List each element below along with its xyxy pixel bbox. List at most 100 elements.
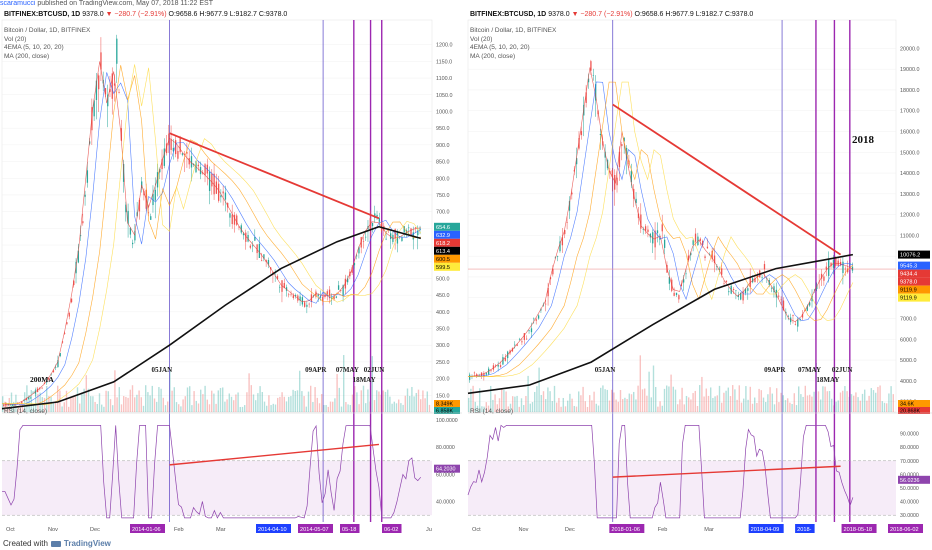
- volume-bar: [551, 401, 553, 412]
- candle-body: [792, 315, 794, 316]
- candle-body: [177, 150, 179, 159]
- candle-body: [251, 245, 254, 247]
- volume-bar: [582, 386, 584, 412]
- volume-bar: [426, 391, 428, 412]
- candle-body: [52, 370, 55, 373]
- rsi-trendline: [612, 465, 841, 478]
- volume-badge: [434, 407, 460, 414]
- rsi-tick-label: 50.0000: [900, 486, 919, 492]
- candle-body: [623, 137, 625, 142]
- candle-body: [342, 285, 344, 296]
- volume-bar: [567, 400, 569, 412]
- volume-bar: [622, 399, 624, 412]
- rsi-tick-label: 70.0000: [900, 459, 919, 465]
- volume-bar: [628, 393, 630, 412]
- legend-item[interactable]: Vol (20): [470, 35, 493, 43]
- volume-bar: [721, 402, 723, 412]
- price-tick-label: 13000.0: [900, 192, 920, 198]
- price-badge: [898, 277, 930, 286]
- time-badge: [298, 524, 333, 533]
- legend-item[interactable]: MA (200, close): [4, 52, 50, 60]
- volume-bar: [189, 386, 191, 412]
- volume-bar: [171, 390, 173, 412]
- volume-bar: [674, 389, 677, 412]
- candle-body: [754, 278, 756, 283]
- time-axis-label: Nov: [48, 527, 58, 533]
- candle-body: [261, 260, 263, 261]
- candle-body: [830, 262, 832, 267]
- volume-bar: [780, 392, 782, 412]
- candle-body: [806, 306, 808, 311]
- candle-body: [673, 292, 675, 296]
- volume-bar: [358, 404, 360, 412]
- volume-bar: [701, 376, 703, 412]
- candle-body: [687, 255, 690, 261]
- volume-bar: [116, 397, 118, 412]
- candle-body: [585, 92, 587, 103]
- volume-bar: [131, 385, 134, 412]
- volume-bar: [531, 402, 534, 412]
- volume-bar: [595, 403, 597, 412]
- price-badge-label: 9378.0: [900, 280, 917, 286]
- candle-body: [763, 264, 766, 270]
- chart-svg-left[interactable]: 1200.0 1150.0 1100.0 1050.0 1000.0 950.0 900.0…: [0, 10, 462, 540]
- legend-item[interactable]: Vol (20): [4, 35, 27, 43]
- volume-bar: [233, 400, 235, 412]
- candle-body: [222, 191, 224, 194]
- open-value: O:9658.6: [634, 11, 664, 18]
- candle-body: [537, 315, 540, 319]
- volume-bar: [156, 401, 158, 412]
- legend-item[interactable]: MA (200, close): [470, 52, 516, 60]
- volume-bar: [518, 406, 520, 412]
- volume-bar: [589, 395, 591, 412]
- volume-bar: [545, 399, 547, 412]
- volume-bar: [290, 396, 292, 412]
- volume-bar: [175, 402, 178, 412]
- volume-bar: [540, 394, 542, 412]
- candle-body: [523, 333, 525, 340]
- price-tick-label: 5000.0: [900, 358, 917, 364]
- candle-body: [587, 78, 590, 83]
- candle-body: [163, 148, 165, 166]
- volume-bar: [699, 385, 701, 412]
- legend-item[interactable]: Bitcoin / Dollar, 1D, BITFINEX: [4, 27, 91, 34]
- time-axis-label: Mar: [704, 527, 714, 533]
- legend-item[interactable]: 4EMA (5, 10, 20, 20): [4, 44, 64, 52]
- author-link[interactable]: scaramucci: [0, 0, 36, 7]
- legend-item[interactable]: 4EMA (5, 10, 20, 20): [470, 44, 530, 52]
- volume-bar: [387, 389, 389, 412]
- volume-bar: [197, 403, 200, 412]
- volume-badge-label: 20.868K: [900, 409, 920, 415]
- candle-body: [820, 273, 823, 279]
- candle-body: [518, 338, 521, 340]
- volume-bar: [685, 395, 688, 412]
- candle-body: [347, 278, 349, 283]
- volume-bar: [365, 403, 367, 412]
- candle-body: [417, 230, 419, 236]
- tradingview-brand[interactable]: TradingView: [63, 539, 111, 548]
- volume-bar: [202, 394, 204, 412]
- price-tick-label: 700.0: [436, 210, 450, 216]
- volume-bar: [389, 396, 391, 412]
- volume-bar: [321, 394, 323, 412]
- volume-bar: [888, 393, 890, 412]
- candle-body: [568, 201, 571, 211]
- volume-bar: [107, 391, 109, 412]
- volume-bar: [228, 393, 230, 412]
- time-axis-label: Feb: [658, 527, 668, 533]
- rsi-label[interactable]: RSI (14, close): [470, 408, 513, 415]
- candle-body: [533, 318, 535, 320]
- volume-bar: [745, 386, 747, 412]
- volume-bar: [316, 397, 318, 412]
- time-axis-label: Oct: [6, 527, 15, 533]
- chart-svg-right[interactable]: 20000.0 19000.0 18000.0 17000.0 16000.0 15000…: [466, 10, 932, 540]
- volume-bar: [861, 393, 864, 412]
- rsi-label[interactable]: RSI (14, close): [4, 408, 47, 415]
- candle-body: [218, 183, 220, 201]
- candle-body: [249, 245, 251, 248]
- candle-body: [683, 279, 685, 283]
- rsi-tick-label: 80.0000: [436, 445, 455, 451]
- legend-item[interactable]: Bitcoin / Dollar, 1D, BITFINEX: [470, 27, 557, 34]
- candle-body: [353, 263, 356, 266]
- candle-body: [419, 228, 421, 230]
